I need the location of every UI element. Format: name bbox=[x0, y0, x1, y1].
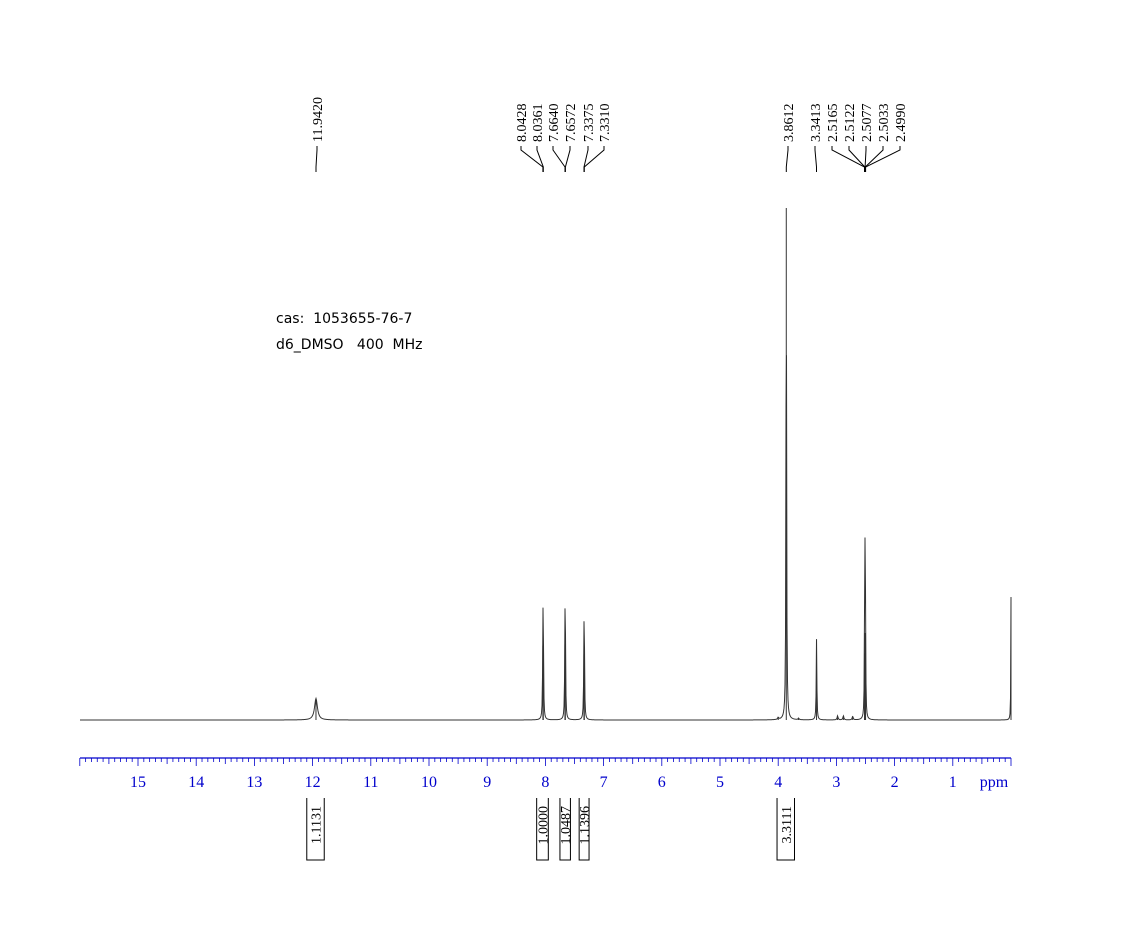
peak-label-leader bbox=[552, 146, 566, 172]
x-tick-label-13: 13 bbox=[246, 774, 262, 791]
peak-label-2.5122: 2.5122 bbox=[843, 104, 858, 143]
x-tick-label-4: 4 bbox=[774, 774, 782, 791]
peak-label-leader bbox=[865, 146, 901, 172]
integral-bracket bbox=[578, 798, 590, 861]
peak-label-leader bbox=[848, 146, 866, 172]
peak-label-leader bbox=[814, 146, 817, 172]
peak-label-leader bbox=[785, 146, 789, 172]
x-tick-label-6: 6 bbox=[658, 774, 666, 791]
integral-value-1.1131: 1.1131 bbox=[310, 806, 325, 844]
integral-bracket bbox=[536, 798, 549, 861]
x-tick-label-1: 1 bbox=[949, 774, 957, 791]
peak-label-7.3310: 7.3310 bbox=[598, 104, 613, 143]
x-tick-label-7: 7 bbox=[600, 774, 608, 791]
x-tick-label-3: 3 bbox=[832, 774, 840, 791]
x-tick-label-10: 10 bbox=[421, 774, 437, 791]
peak-label-7.3375: 7.3375 bbox=[582, 104, 597, 143]
integral-bracket bbox=[306, 798, 325, 861]
integral-value-1.0000: 1.0000 bbox=[536, 806, 551, 845]
peak-label-8.0428: 8.0428 bbox=[515, 104, 530, 143]
peak-label-leader bbox=[536, 146, 544, 172]
peak-label-2.5077: 2.5077 bbox=[860, 104, 875, 143]
peak-label-leader bbox=[831, 146, 865, 172]
peak-label-leader bbox=[583, 146, 605, 172]
peak-label-2.5033: 2.5033 bbox=[877, 104, 892, 143]
solvent-frequency-annotation: d6_DMSO 400 MHz bbox=[276, 337, 423, 353]
x-axis-label: ppm bbox=[980, 774, 1009, 791]
peak-label-leader bbox=[315, 146, 318, 172]
x-tick-label-2: 2 bbox=[891, 774, 899, 791]
sample-cas-annotation: cas: 1053655-76-7 bbox=[276, 311, 413, 327]
integral-value-1.1396: 1.1396 bbox=[578, 806, 593, 845]
integral-bracket bbox=[776, 798, 795, 861]
peak-label-7.6640: 7.6640 bbox=[547, 104, 562, 143]
peak-label-2.5165: 2.5165 bbox=[826, 104, 841, 143]
peak-label-leader bbox=[864, 146, 884, 172]
integral-value-1.0487: 1.0487 bbox=[559, 806, 574, 845]
peak-label-3.3413: 3.3413 bbox=[809, 104, 824, 143]
peak-label-7.6572: 7.6572 bbox=[564, 104, 579, 143]
x-tick-label-15: 15 bbox=[130, 774, 146, 791]
peak-label-8.0361: 8.0361 bbox=[531, 104, 546, 143]
peak-label-leader bbox=[564, 146, 571, 172]
x-tick-label-8: 8 bbox=[541, 774, 549, 791]
x-tick-label-14: 14 bbox=[188, 774, 204, 791]
peak-label-2.4990: 2.4990 bbox=[894, 104, 909, 143]
x-tick-label-11: 11 bbox=[363, 774, 378, 791]
peak-label-11.9420: 11.9420 bbox=[311, 97, 326, 142]
x-tick-label-9: 9 bbox=[483, 774, 491, 791]
integral-bracket bbox=[559, 798, 571, 861]
spectrum-trace bbox=[80, 355, 1012, 721]
integral-value-3.3111: 3.3111 bbox=[780, 806, 795, 843]
x-tick-label-12: 12 bbox=[305, 774, 321, 791]
x-tick-label-5: 5 bbox=[716, 774, 724, 791]
peak-label-leader bbox=[520, 146, 544, 172]
peak-label-3.8612: 3.8612 bbox=[782, 104, 797, 143]
